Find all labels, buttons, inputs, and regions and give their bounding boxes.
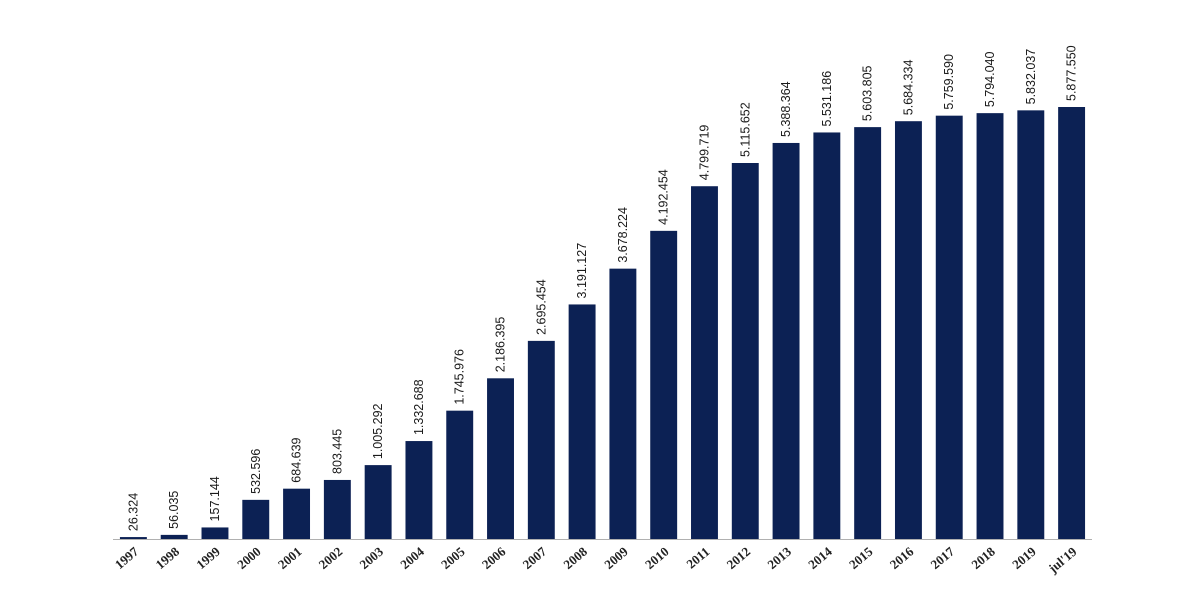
x-tick-label-2008: 2008 [560,543,590,572]
value-label-2006: 2.186.395 [494,317,508,373]
value-label-2000: 532.596 [249,449,263,494]
value-label-1998: 56.035 [167,491,181,529]
value-label-2005: 1.745.976 [453,349,467,405]
x-tick-label-2017: 2017 [928,543,958,572]
x-tick-label-2005: 2005 [438,543,468,572]
x-tick-label-2018: 2018 [968,543,998,572]
bar-2009 [609,268,637,539]
x-tick-label-2014: 2014 [805,543,835,572]
x-tick-label-2006: 2006 [479,543,509,572]
x-tick-label-1997: 1997 [112,543,142,572]
bar-2005 [446,410,474,539]
value-label-2014: 5.531.186 [820,71,834,127]
value-label-2004: 1.332.688 [412,379,426,435]
value-label-2017: 5.759.590 [942,54,956,110]
bar-2016 [894,121,922,539]
x-tick-label-2015: 2015 [846,543,876,572]
value-label-2009: 3.678.224 [616,207,630,263]
value-label-2007: 2.695.454 [534,279,548,335]
bar-2001 [283,488,311,539]
x-tick-label-2016: 2016 [887,543,917,572]
bar-1997 [119,537,147,539]
bar-2006 [487,378,514,539]
bar-2018 [976,113,1004,539]
x-tick-label-2013: 2013 [764,543,794,572]
x-tick-label-jul'19: jul'19 [1045,543,1080,576]
x-tick-label-2010: 2010 [642,544,672,572]
x-tick-label-2012: 2012 [724,544,754,572]
value-label-2016: 5.684.334 [901,60,915,116]
x-tick-labels: 1997 1998 1999 2000 2001 2002 2003 2004 2005 2006… [112,543,1080,576]
value-label-2002: 803.445 [330,429,344,474]
x-tick-label-2011: 2011 [683,544,712,572]
bar-2000 [242,499,270,539]
value-label-2013: 5.388.364 [779,81,793,137]
bar-jul'19 [1058,107,1086,539]
value-label-2012: 5.115.652 [738,102,752,157]
bar-2017 [935,115,963,540]
value-label-1997: 26.324 [126,493,140,531]
value-label-2015: 5.603.805 [861,65,875,121]
bar-2010 [650,230,678,539]
bar-2019 [1017,110,1045,539]
bar-2008 [568,304,596,539]
bar-2012 [731,163,759,539]
value-label-2018: 5.794.040 [983,51,997,107]
value-label-2008: 3.191.127 [575,243,589,299]
x-tick-label-1998: 1998 [153,543,183,572]
bar-2003 [364,465,392,539]
bar-2011 [691,186,718,539]
value-label-jul'19: 5.877.550 [1065,45,1079,101]
x-tick-label-2001: 2001 [275,544,305,572]
bar-2013 [772,142,800,539]
bar-2004 [405,441,433,539]
value-label-2010: 4.192.454 [657,169,671,225]
value-label-2011: 4.799.719 [697,125,711,181]
value-label-2001: 684.639 [290,437,304,482]
bar-2015 [854,127,882,540]
x-tick-label-2000: 2000 [234,544,264,572]
value-labels: 26.324 56.035 157.144 532.596 684.639 803.445… [126,45,1078,531]
bar-2007 [527,340,555,539]
bars [119,107,1086,540]
x-tick-label-2019: 2019 [1009,543,1039,572]
x-tick-label-1999: 1999 [193,543,223,572]
x-tick-label-2004: 2004 [397,543,427,572]
x-tick-label-2009: 2009 [601,543,631,572]
value-label-2019: 5.832.037 [1024,49,1038,105]
x-tick-label-2007: 2007 [520,543,550,572]
value-label-2003: 1.005.292 [371,403,385,459]
x-tick-label-2003: 2003 [357,543,387,572]
value-label-1999: 157.144 [208,476,222,521]
x-tick-label-2002: 2002 [316,544,346,572]
bar-1998 [160,534,188,539]
bar-1999 [201,527,229,539]
bar-2014 [813,132,841,539]
bar-2002 [323,479,351,539]
